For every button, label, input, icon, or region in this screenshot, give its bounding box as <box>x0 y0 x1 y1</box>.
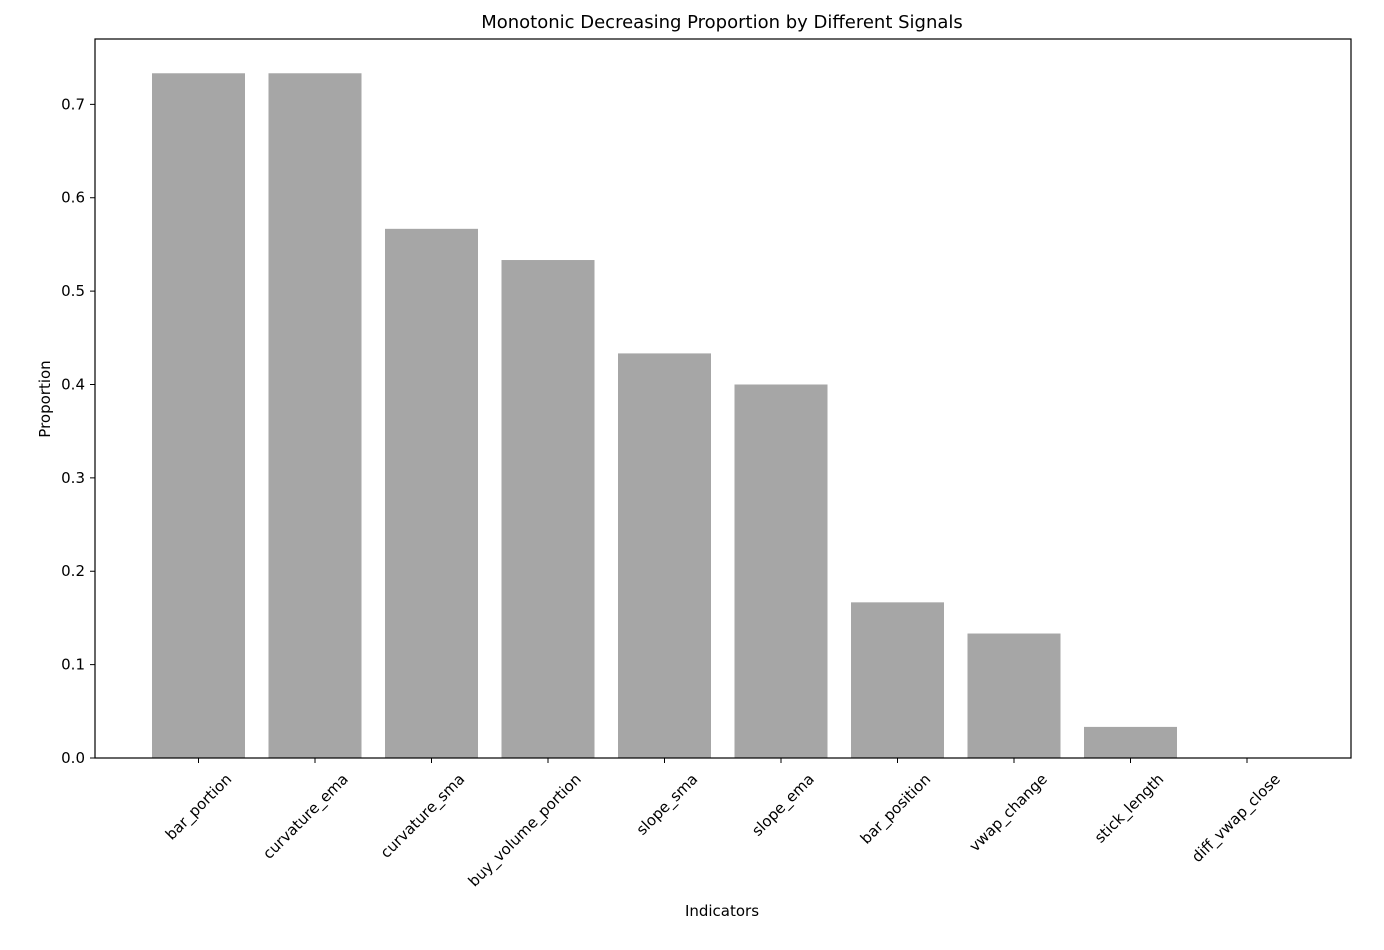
x-tick-label: diff_vwap_close <box>1188 770 1285 867</box>
bar-curvature_sma <box>385 228 478 759</box>
bar-slope_ema <box>734 384 828 758</box>
x-axis: bar_portion curvature_ema curvature_smabuy… <box>162 758 1285 891</box>
chart-title: Monotonic Decreasing Proportion by Diffe… <box>481 12 963 33</box>
x-tick-label: curvature_ema <box>259 770 352 863</box>
x-tick-label: bar_portion <box>162 770 236 844</box>
x-axis-label: Indicators <box>685 902 759 920</box>
bar-stick_length <box>1084 726 1177 758</box>
y-tick-label: 0.4 <box>61 375 85 393</box>
x-tick-label: stick_length <box>1091 770 1168 847</box>
y-tick-label: 0.3 <box>61 469 85 487</box>
y-tick-label: 0.2 <box>61 562 85 580</box>
x-tick-label: curvature_sma <box>377 770 469 862</box>
x-tick-label: slope_sma <box>633 770 702 839</box>
y-tick-label: 0.6 <box>61 189 85 207</box>
plot-frame <box>94 38 1352 759</box>
bars-group <box>152 73 1177 759</box>
x-tick-label: bar_position <box>857 770 935 848</box>
bar-slope_sma <box>618 353 711 758</box>
y-tick-label: 0.1 <box>61 656 85 674</box>
y-axis-label: Proportion <box>36 360 54 437</box>
y-axis: 0.0 0.1 0.2 0.3 0.4 0.5 0.6 0.7 <box>61 95 95 767</box>
bar-buy_volume_portion <box>501 260 595 758</box>
y-tick-label: 0.5 <box>61 282 85 300</box>
y-tick-label: 0.0 <box>61 749 85 767</box>
x-tick-label: buy_volume_portion <box>465 770 586 891</box>
bar-vwap_change <box>967 633 1061 758</box>
bar-curvature_ema <box>268 73 362 758</box>
x-tick-label: slope_ema <box>748 770 818 840</box>
bar-bar_portion <box>152 73 245 758</box>
bar-bar_position <box>851 602 944 758</box>
x-tick-label: vwap_change <box>966 770 1052 856</box>
y-tick-label: 0.7 <box>61 95 85 113</box>
